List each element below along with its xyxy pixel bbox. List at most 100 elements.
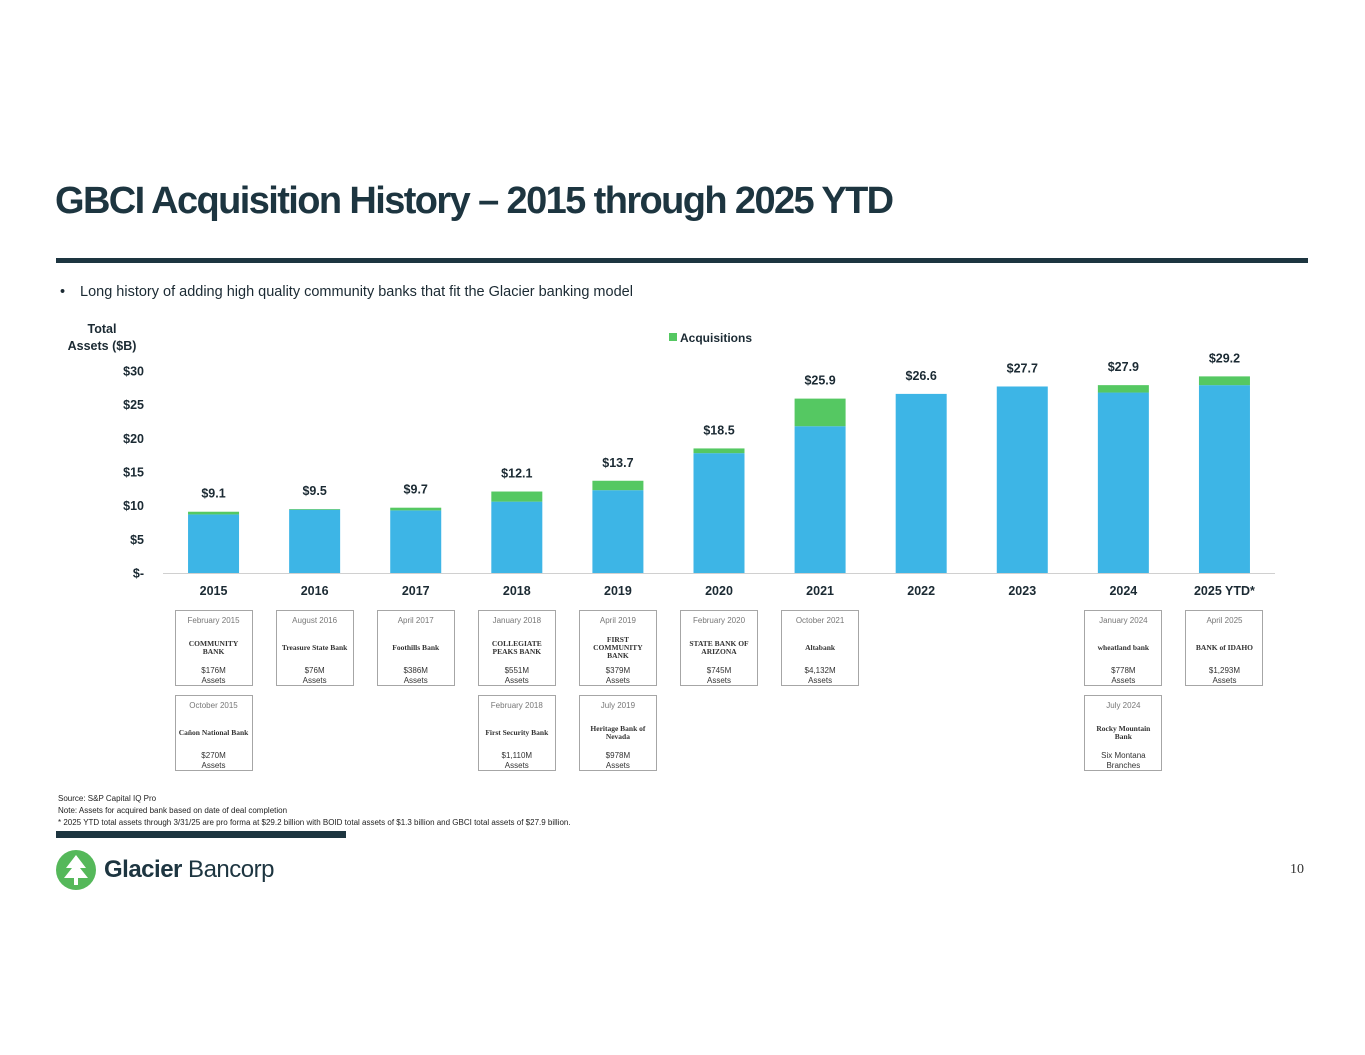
x-tick-label: 2023: [1008, 584, 1036, 598]
data-label: $25.9: [804, 374, 835, 388]
bar-acquisition: [592, 480, 644, 491]
acquisition-assets: $551M Assets: [504, 666, 530, 685]
acquisition-date: February 2015: [187, 616, 240, 625]
bank-logo: Treasure State Bank: [281, 643, 348, 652]
x-tick-label: 2025 YTD*: [1194, 584, 1255, 598]
legend-swatch: [669, 333, 677, 341]
acquisition-assets: $176M Assets: [201, 666, 226, 685]
bar-organic: [1198, 385, 1250, 573]
data-label: $12.1: [501, 467, 532, 481]
acquisition-date: February 2018: [490, 701, 543, 710]
acquisition-card: January 2024 wheatland bank $778M Assets: [1084, 610, 1163, 686]
note-line: Note: Assets for acquired bank based on …: [58, 806, 288, 815]
bar-organic: [289, 509, 341, 573]
x-tick-label: 2018: [503, 584, 531, 598]
y-tick-label: $-: [133, 567, 144, 581]
acquisition-date: August 2016: [292, 616, 338, 625]
acquisition-assets: $386M Assets: [403, 666, 428, 685]
acquisition-date: July 2019: [600, 701, 636, 710]
bar-organic: [491, 501, 543, 573]
bar-organic: [996, 386, 1048, 573]
logo-word-glacier: Glacier: [104, 856, 182, 883]
acquisition-card: October 2021 Altabank $4,132M Assets: [781, 610, 860, 686]
x-tick-label: 2015: [200, 584, 228, 598]
y-tick-label: $30: [123, 365, 144, 379]
bar-organic: [390, 510, 442, 573]
acquisition-card: February 2018 First Security Bank $1,110M …: [477, 695, 556, 771]
data-label: $29.2: [1209, 351, 1240, 365]
acquisition-assets: $270M Assets: [201, 751, 226, 770]
data-label: $26.6: [906, 369, 937, 383]
bank-logo: Cañon National Bank: [178, 728, 249, 737]
bar-acquisition: [794, 398, 846, 427]
bar-acquisition: [390, 507, 442, 511]
y-tick-label: $10: [123, 499, 144, 513]
data-label: $9.7: [404, 483, 428, 497]
acquisition-card: January 2018 COLLEGIATE PEAKS BANK $551M A…: [477, 610, 556, 686]
acquisition-assets: $978M Assets: [605, 751, 631, 770]
title-divider: [56, 258, 1308, 263]
bank-logo: Heritage Bank of Nevada: [590, 724, 646, 741]
acquisition-date: October 2021: [795, 616, 845, 625]
bar-acquisition: [1097, 385, 1149, 393]
acquisition-card: October 2015 Cañon National Bank $270M Ass…: [174, 695, 253, 771]
acquisition-date: July 2024: [1106, 701, 1141, 710]
data-label: $27.9: [1108, 360, 1139, 374]
y-axis-title: Total: [88, 322, 117, 336]
source-notes: Source: S&P Capital IQ Pro Note: Assets …: [58, 793, 571, 829]
data-label: $9.1: [201, 487, 225, 501]
bar-organic: [1097, 392, 1149, 573]
source-line: Source: S&P Capital IQ Pro: [58, 794, 157, 803]
acquisition-card: February 2015 COMMUNITY BANK $176M Assets: [174, 610, 253, 686]
x-tick-label: 2019: [604, 584, 632, 598]
bar-organic: [794, 426, 846, 573]
bank-logo: COLLEGIATE PEAKS BANK: [491, 639, 542, 656]
acquisition-assets: $76M Assets: [302, 666, 327, 685]
acquisition-date: April 2019: [599, 616, 636, 625]
logo-word-bancorp: Bancorp: [181, 856, 274, 883]
data-label: $18.5: [703, 423, 734, 437]
page-number: 10: [1290, 862, 1304, 877]
x-tick-label: 2020: [705, 584, 733, 598]
page-title: GBCI Acquisition History – 2015 through …: [55, 180, 894, 222]
y-tick-label: $25: [123, 398, 144, 412]
acquisition-assets: $778M Assets: [1111, 666, 1136, 685]
x-tick-label: 2016: [301, 584, 329, 598]
assets-bar-chart: Total Assets ($B) $- $5 $10 $15 $20 $25 $30 $9.1 2…: [68, 322, 1275, 598]
x-tick-label: 2022: [907, 584, 935, 598]
bank-logo: wheatland bank: [1097, 643, 1150, 652]
bar-organic: [188, 514, 240, 573]
bank-logo: BANK of IDAHO: [1195, 643, 1253, 652]
bank-logo: First Security Bank: [485, 728, 549, 737]
y-axis-title: Assets ($B): [68, 339, 137, 353]
bullet-point: • Long history of adding high quality com…: [60, 284, 633, 300]
acquisition-card: April 2017 Foothills Bank $386M Assets: [376, 610, 455, 686]
legend-label: Acquisitions: [680, 331, 752, 345]
acquisition-assets: $1,293M Assets: [1208, 666, 1241, 685]
bar-acquisition: [491, 491, 543, 502]
acquisition-card: April 2025 BANK of IDAHO $1,293M Assets: [1185, 610, 1264, 686]
bullet-dot-icon: •: [60, 284, 66, 300]
bank-logo: COMMUNITY BANK: [188, 639, 239, 656]
x-tick-label: 2021: [806, 584, 834, 598]
acquisition-card: July 2019 Heritage Bank of Nevada $978M As…: [578, 695, 657, 771]
acquisition-assets: $745M Assets: [706, 666, 732, 685]
bank-logo: FIRST COMMUNITY BANK: [593, 635, 643, 660]
footer-divider: [56, 831, 346, 838]
acquisition-date: October 2015: [189, 701, 238, 710]
acquisition-card: July 2024 Rocky Mountain Bank Six Montana …: [1084, 695, 1163, 771]
acquisition-assets: Six Montana Branches: [1101, 751, 1146, 770]
bar-acquisition: [1198, 376, 1250, 386]
bar-acquisition: [188, 511, 240, 515]
data-label: $9.5: [302, 484, 326, 498]
acquisition-date: April 2025: [1206, 616, 1243, 625]
x-tick-label: 2024: [1109, 584, 1137, 598]
bar-acquisition: [693, 448, 745, 454]
glacier-tree-icon: [56, 850, 96, 890]
bar-organic: [592, 490, 644, 573]
y-tick-label: $20: [123, 432, 144, 446]
acquisition-assets: $4,132M Assets: [804, 666, 836, 685]
acquisition-card: August 2016 Treasure State Bank $76M Asset…: [275, 610, 354, 686]
logo-wordmark: Glacier Bancorp: [104, 856, 274, 884]
bar-organic: [895, 393, 947, 573]
